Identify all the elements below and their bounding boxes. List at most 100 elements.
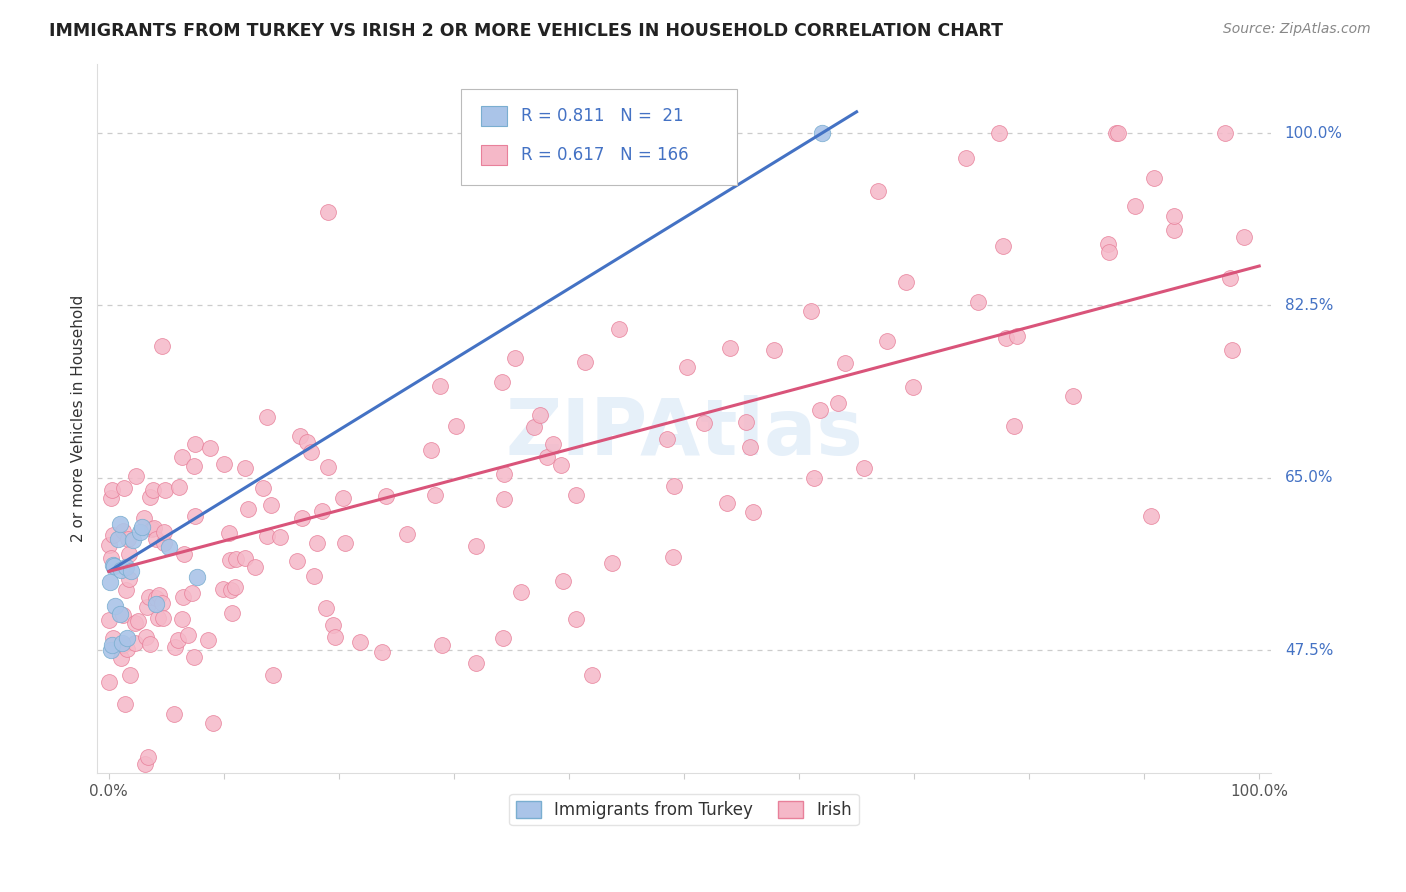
Point [311, 504, 333, 518]
Point [114, 697, 136, 711]
Point [574, 355, 596, 369]
Point [103, 559, 125, 574]
Point [446, 418, 468, 433]
Point [118, 573, 141, 587]
Point [153, 536, 176, 550]
Point [741, 505, 763, 519]
Point [112, 638, 135, 652]
Point [153, 524, 176, 539]
Point [163, 706, 186, 721]
Point [111, 607, 134, 622]
Point [117, 532, 139, 546]
Point [170, 450, 193, 464]
Point [145, 591, 167, 605]
Point [132, 510, 155, 524]
Point [112, 482, 135, 496]
Point [323, 630, 346, 644]
Point [146, 611, 169, 625]
Point [218, 525, 240, 540]
Point [142, 483, 165, 497]
Point [1123, 199, 1146, 213]
Point [177, 628, 200, 642]
Text: R = 0.811   N =  21: R = 0.811 N = 21 [522, 107, 683, 125]
Point [868, 184, 890, 198]
Point [115, 583, 138, 598]
Point [224, 580, 246, 594]
Point [1098, 244, 1121, 259]
Point [107, 532, 129, 546]
Point [853, 461, 876, 475]
FancyBboxPatch shape [461, 89, 737, 185]
Text: 82.5%: 82.5% [1285, 298, 1333, 313]
Point [152, 611, 174, 625]
Point [735, 415, 758, 429]
Point [429, 379, 451, 393]
Point [150, 339, 173, 353]
Point [716, 496, 738, 510]
Point [238, 501, 260, 516]
Point [142, 521, 165, 535]
Point [163, 640, 186, 655]
Point [256, 529, 278, 543]
Point [541, 437, 564, 451]
Point [127, 614, 149, 628]
Point [110, 562, 132, 576]
Point [565, 488, 588, 502]
Point [420, 443, 443, 458]
Point [995, 330, 1018, 344]
Point [1143, 171, 1166, 186]
Point [718, 342, 741, 356]
Point [876, 334, 898, 349]
Point [510, 584, 533, 599]
Point [1163, 209, 1185, 223]
Point [121, 533, 143, 548]
Point [661, 549, 683, 564]
Point [219, 553, 242, 567]
Point [148, 588, 170, 602]
Point [600, 556, 623, 570]
Point [316, 459, 339, 474]
Point [491, 375, 513, 389]
Point [550, 458, 572, 473]
Point [138, 590, 160, 604]
Point [827, 396, 849, 410]
Point [305, 536, 328, 550]
Point [260, 499, 283, 513]
Point [111, 524, 134, 539]
Point [110, 607, 132, 621]
Point [335, 536, 357, 550]
Point [125, 469, 148, 483]
Point [536, 450, 558, 464]
Point [141, 522, 163, 536]
Point [553, 574, 575, 588]
Point [676, 359, 699, 374]
Point [98, 675, 121, 690]
Point [901, 380, 924, 394]
Point [101, 483, 124, 498]
Point [115, 642, 138, 657]
Point [201, 715, 224, 730]
Text: Source: ZipAtlas.com: Source: ZipAtlas.com [1223, 22, 1371, 37]
Point [492, 631, 515, 645]
Point [803, 471, 825, 485]
Text: R = 0.617   N = 166: R = 0.617 N = 166 [522, 146, 689, 164]
Point [173, 547, 195, 561]
Point [1139, 509, 1161, 524]
Point [269, 530, 291, 544]
Point [101, 638, 124, 652]
Point [464, 539, 486, 553]
Point [183, 458, 205, 473]
Point [129, 524, 152, 539]
Point [800, 303, 823, 318]
Point [172, 612, 194, 626]
Point [136, 749, 159, 764]
Point [523, 420, 546, 434]
Point [135, 600, 157, 615]
Point [172, 590, 194, 604]
Point [120, 564, 142, 578]
Point [993, 238, 1015, 252]
Point [100, 643, 122, 657]
Point [197, 633, 219, 648]
Point [1105, 126, 1128, 140]
Point [100, 551, 122, 566]
